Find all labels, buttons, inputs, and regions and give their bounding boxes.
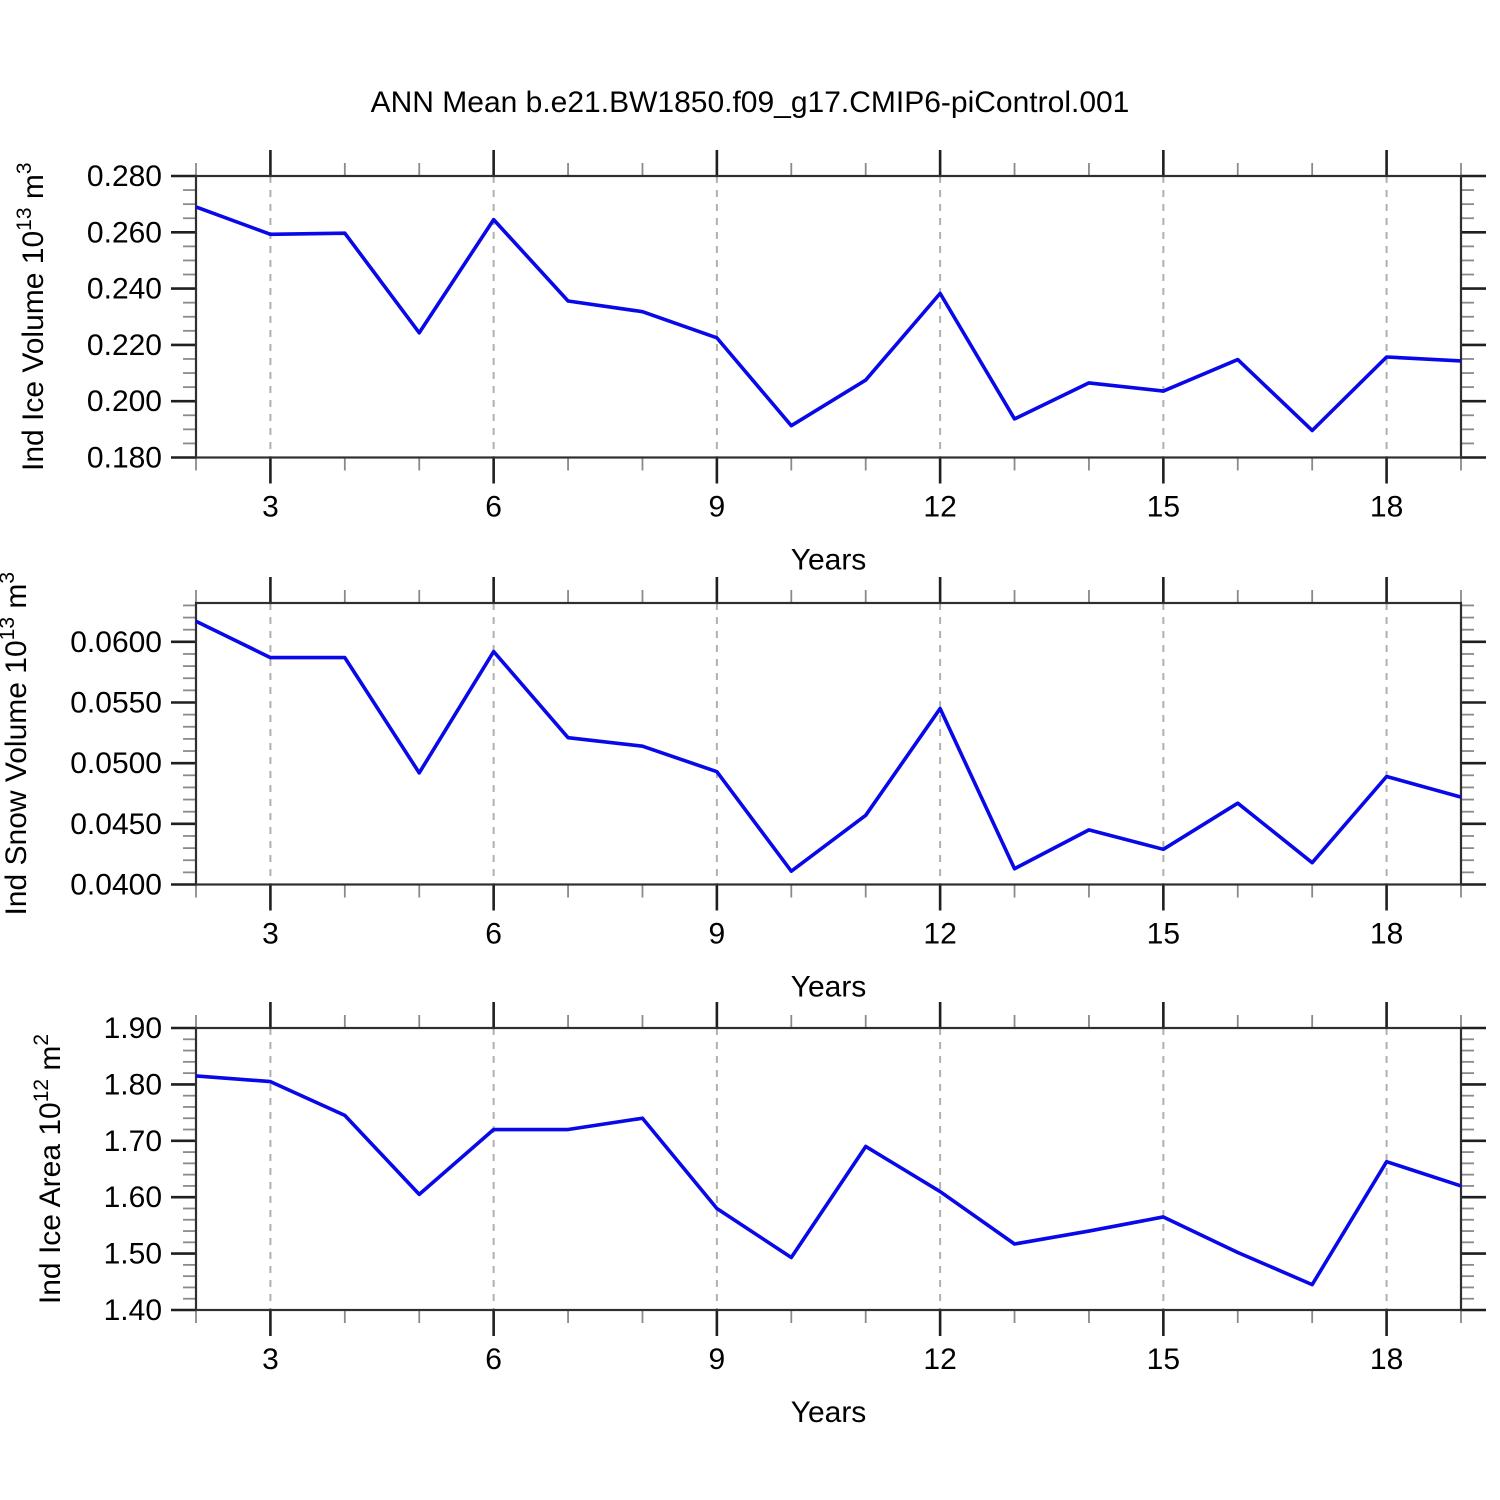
panel-1-y-axis-title: Ind Ice Volume 1013 m3 (13, 162, 50, 471)
y-tick-label: 0.180 (87, 442, 162, 475)
y-tick-label: 1.90 (104, 1012, 162, 1045)
panel-2-y-ticks (171, 604, 1486, 886)
x-tick-label: 9 (709, 1343, 726, 1376)
panel-2-y-tick-labels: 0.0400 0.0450 0.0500 0.0550 0.0600 (70, 626, 162, 902)
x-tick-label: 12 (923, 491, 956, 524)
x-tick-label: 15 (1147, 491, 1180, 524)
x-tick-label: 3 (262, 1343, 279, 1376)
y-tick-label: 1.40 (104, 1294, 162, 1327)
x-tick-label: 6 (485, 491, 502, 524)
panel-1-series-line (195, 205, 1462, 433)
y-tick-label: 0.0400 (70, 869, 162, 902)
panel-1-y-ticks (171, 174, 1486, 459)
panel-3-group: 1.40 1.50 1.60 1.70 1.80 1.90 3 6 9 12 15 18 Years In… (30, 1002, 1486, 1429)
panel-2-y-axis-title: Ind Snow Volume 1013 m3 (0, 572, 33, 916)
y-tick-label: 0.220 (87, 329, 162, 362)
panel-2-group: 0.0400 0.0450 0.0500 0.0550 0.0600 3 6 9 12 15 18 Y… (0, 572, 1486, 1004)
panel-3-y-ticks (171, 1026, 1486, 1312)
panel-1-group: 0.180 0.200 0.220 0.240 0.260 0.280 3 6 9 12 15 18 Y… (13, 150, 1486, 577)
x-tick-label: 9 (709, 491, 726, 524)
panel-3-x-axis-title: Years (791, 1396, 867, 1429)
x-tick-label: 3 (262, 491, 279, 524)
x-tick-label: 18 (1370, 918, 1403, 951)
panel-1-x-ticks (195, 150, 1462, 484)
x-tick-label: 9 (709, 918, 726, 951)
panel-2-border (194, 601, 1463, 886)
panel-2-x-tick-labels: 3 6 9 12 15 18 (262, 918, 1403, 951)
y-tick-label: 1.60 (104, 1181, 162, 1214)
panel-3-series-line (195, 1074, 1462, 1287)
y-tick-label: 0.0550 (70, 687, 162, 720)
x-tick-label: 6 (485, 918, 502, 951)
x-tick-label: 3 (262, 918, 279, 951)
y-tick-label: 0.200 (87, 385, 162, 418)
panel-1-x-axis-title: Years (791, 544, 867, 577)
x-tick-label: 6 (485, 1343, 502, 1376)
panel-1-border (194, 174, 1463, 459)
y-tick-label: 1.50 (104, 1238, 162, 1271)
x-tick-label: 15 (1147, 1343, 1180, 1376)
y-tick-label: 1.80 (104, 1068, 162, 1101)
x-tick-label: 15 (1147, 918, 1180, 951)
panel-1-gridlines (269, 176, 1388, 458)
panel-3-gridlines (269, 1028, 1388, 1310)
panel-3-x-ticks (195, 1002, 1462, 1336)
y-tick-label: 0.260 (87, 216, 162, 249)
x-tick-label: 12 (923, 1343, 956, 1376)
chart-title: ANN Mean b.e21.BW1850.f09_g17.CMIP6-piCo… (370, 86, 1130, 119)
y-tick-label: 0.0450 (70, 808, 162, 841)
panel-2-x-ticks (195, 577, 1462, 911)
panel-2-series-line (195, 619, 1462, 873)
panel-1-y-tick-labels: 0.180 0.200 0.220 0.240 0.260 0.280 (87, 160, 162, 475)
y-tick-label: 1.70 (104, 1125, 162, 1158)
x-tick-label: 18 (1370, 491, 1403, 524)
panel-1-x-tick-labels: 3 6 9 12 15 18 (262, 491, 1403, 524)
panel-3-x-tick-labels: 3 6 9 12 15 18 (262, 1343, 1403, 1376)
x-tick-label: 12 (923, 918, 956, 951)
y-tick-label: 0.240 (87, 273, 162, 306)
y-tick-label: 0.0500 (70, 747, 162, 780)
y-tick-label: 0.0600 (70, 626, 162, 659)
panel-3-border (194, 1026, 1463, 1312)
panel-3-y-axis-title: Ind Ice Area 1012 m2 (30, 1034, 67, 1304)
y-tick-label: 0.280 (87, 160, 162, 193)
panel-3-y-tick-labels: 1.40 1.50 1.60 1.70 1.80 1.90 (104, 1012, 162, 1327)
x-tick-label: 18 (1370, 1343, 1403, 1376)
panel-2-x-axis-title: Years (791, 971, 867, 1004)
